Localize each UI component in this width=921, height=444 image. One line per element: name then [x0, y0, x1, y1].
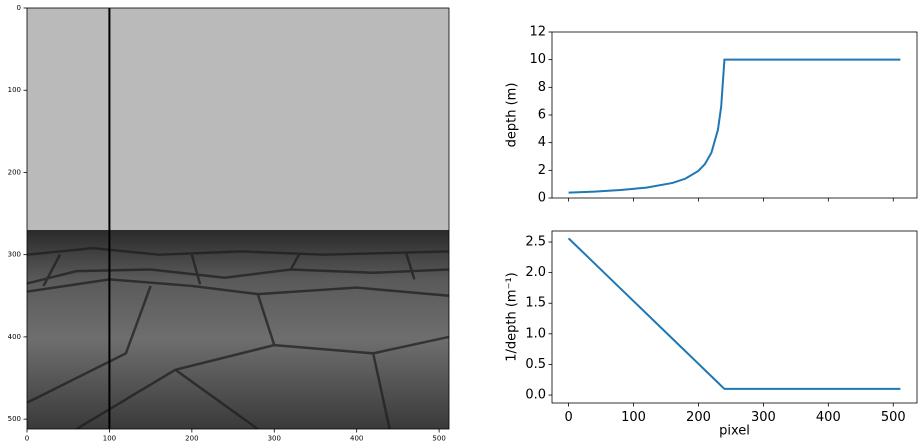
y-tick-label: 500: [8, 415, 21, 423]
y-tick-label: 10: [529, 52, 546, 67]
y-tick-label: 300: [8, 251, 21, 259]
x-tick-label: 100: [621, 410, 646, 425]
x-tick-label: 200: [185, 435, 198, 443]
x-tick-label: 500: [881, 410, 906, 425]
axes-frame: [26, 7, 450, 430]
y-tick-label: 1.5: [525, 296, 546, 311]
y-tick-label: 2: [538, 163, 546, 178]
y-tick-label: 0: [538, 191, 546, 206]
x-tick-label: 300: [268, 435, 281, 443]
y-axis-label: depth (m): [505, 83, 520, 148]
x-tick-label: 400: [816, 410, 841, 425]
rendered-image: [27, 8, 449, 429]
y-tick-label: 400: [8, 333, 21, 341]
y-tick-label: 8: [538, 80, 546, 95]
data-line: [567, 237, 901, 390]
x-tick-label: 300: [751, 410, 776, 425]
y-tick-label: 200: [8, 168, 21, 176]
x-axis-label: pixel: [719, 424, 750, 439]
y-tick-label: 12: [529, 25, 546, 40]
y-tick-label: 100: [8, 86, 21, 94]
y-tick-label: 1.0: [525, 326, 546, 341]
y-axis-label: 1/depth (m⁻¹): [505, 272, 520, 362]
x-tick-label: 400: [350, 435, 363, 443]
y-tick-label: 4: [538, 135, 546, 150]
data-line: [568, 58, 901, 194]
y-tick-label: 0: [17, 4, 21, 12]
y-tick-label: 0.5: [525, 357, 546, 372]
y-tick-label: 0.0: [525, 388, 546, 403]
x-tick-label: 0: [25, 435, 29, 443]
y-tick-label: 6: [538, 108, 546, 123]
axes-frame: [551, 230, 918, 404]
x-tick-label: 200: [686, 410, 711, 425]
x-tick-label: 100: [103, 435, 116, 443]
y-tick-label: 2.0: [525, 265, 546, 280]
x-tick-label: 500: [432, 435, 445, 443]
axes-frame: [551, 31, 918, 199]
x-tick-label: 0: [564, 410, 572, 425]
y-tick-label: 2.5: [525, 235, 546, 250]
